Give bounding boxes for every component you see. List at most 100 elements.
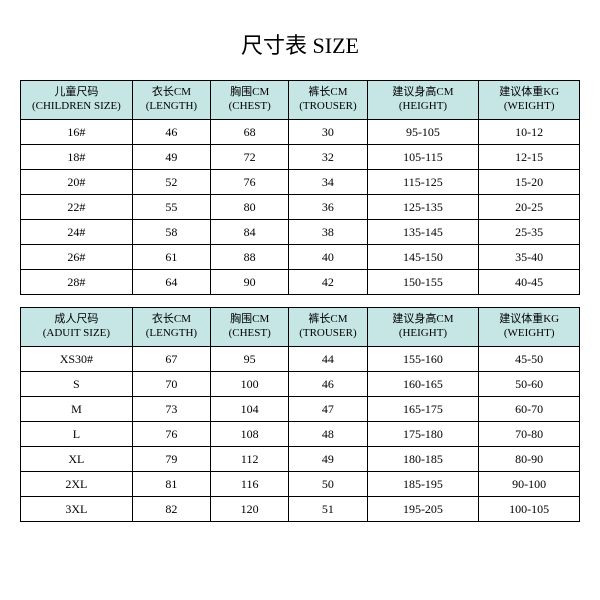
- col-length: 衣长CM(LENGTH): [132, 81, 210, 120]
- cell: 145-150: [367, 245, 479, 270]
- cell: 52: [132, 170, 210, 195]
- cell: 80: [211, 195, 289, 220]
- cell: 100-105: [479, 497, 580, 522]
- cell: 160-165: [367, 372, 479, 397]
- cell: 51: [289, 497, 367, 522]
- cell: 76: [211, 170, 289, 195]
- table-row: 2XL8111650185-19590-100: [21, 472, 580, 497]
- cell: 180-185: [367, 447, 479, 472]
- table-row: 20#527634115-12515-20: [21, 170, 580, 195]
- table-row: L7610848175-18070-80: [21, 422, 580, 447]
- cell: 68: [211, 120, 289, 145]
- cell: 155-160: [367, 347, 479, 372]
- cell: 50: [289, 472, 367, 497]
- table-row: XS30#679544155-16045-50: [21, 347, 580, 372]
- cell: 12-15: [479, 145, 580, 170]
- cell: 38: [289, 220, 367, 245]
- cell: 95-105: [367, 120, 479, 145]
- cell: 36: [289, 195, 367, 220]
- cell: 135-145: [367, 220, 479, 245]
- cell: 34: [289, 170, 367, 195]
- col-size: 成人尺码(ADUIT SIZE): [21, 308, 133, 347]
- col-height: 建议身高CM(HEIGHT): [367, 308, 479, 347]
- col-weight: 建议体重KG(WEIGHT): [479, 308, 580, 347]
- cell: 67: [132, 347, 210, 372]
- cell: 58: [132, 220, 210, 245]
- cell: 81: [132, 472, 210, 497]
- table-row: M7310447165-17560-70: [21, 397, 580, 422]
- cell: 120: [211, 497, 289, 522]
- cell: 26#: [21, 245, 133, 270]
- cell: 28#: [21, 270, 133, 295]
- table-row: 3XL8212051195-205100-105: [21, 497, 580, 522]
- cell: 195-205: [367, 497, 479, 522]
- cell: 61: [132, 245, 210, 270]
- cell: 48: [289, 422, 367, 447]
- cell: 60-70: [479, 397, 580, 422]
- cell: 116: [211, 472, 289, 497]
- cell: 32: [289, 145, 367, 170]
- cell: 40-45: [479, 270, 580, 295]
- table-row: 18#497232105-11512-15: [21, 145, 580, 170]
- cell: 40: [289, 245, 367, 270]
- cell: 70-80: [479, 422, 580, 447]
- cell: 20-25: [479, 195, 580, 220]
- cell: 16#: [21, 120, 133, 145]
- cell: 185-195: [367, 472, 479, 497]
- cell: S: [21, 372, 133, 397]
- cell: 100: [211, 372, 289, 397]
- col-trouser: 裤长CM(TROUSER): [289, 308, 367, 347]
- cell: 22#: [21, 195, 133, 220]
- table-header-row: 儿童尺码(CHILDREN SIZE) 衣长CM(LENGTH) 胸围CM(CH…: [21, 81, 580, 120]
- cell: 76: [132, 422, 210, 447]
- cell: 55: [132, 195, 210, 220]
- cell: 72: [211, 145, 289, 170]
- cell: M: [21, 397, 133, 422]
- table-row: 28#649042150-15540-45: [21, 270, 580, 295]
- cell: 165-175: [367, 397, 479, 422]
- cell: 175-180: [367, 422, 479, 447]
- cell: 49: [132, 145, 210, 170]
- table-row: XL7911249180-18580-90: [21, 447, 580, 472]
- cell: 90: [211, 270, 289, 295]
- cell: 64: [132, 270, 210, 295]
- col-chest: 胸围CM(CHEST): [211, 308, 289, 347]
- cell: 42: [289, 270, 367, 295]
- cell: XS30#: [21, 347, 133, 372]
- col-chest: 胸围CM(CHEST): [211, 81, 289, 120]
- cell: 73: [132, 397, 210, 422]
- cell: XL: [21, 447, 133, 472]
- cell: 125-135: [367, 195, 479, 220]
- page-title: 尺寸表 SIZE: [241, 28, 359, 60]
- cell: 90-100: [479, 472, 580, 497]
- cell: 46: [132, 120, 210, 145]
- cell: 25-35: [479, 220, 580, 245]
- adult-size-table: 成人尺码(ADUIT SIZE) 衣长CM(LENGTH) 胸围CM(CHEST…: [20, 307, 580, 522]
- cell: 24#: [21, 220, 133, 245]
- children-size-table: 儿童尺码(CHILDREN SIZE) 衣长CM(LENGTH) 胸围CM(CH…: [20, 80, 580, 295]
- cell: 112: [211, 447, 289, 472]
- cell: 104: [211, 397, 289, 422]
- cell: 15-20: [479, 170, 580, 195]
- cell: 50-60: [479, 372, 580, 397]
- cell: 105-115: [367, 145, 479, 170]
- table-row: S7010046160-16550-60: [21, 372, 580, 397]
- cell: 2XL: [21, 472, 133, 497]
- cell: 3XL: [21, 497, 133, 522]
- cell: 80-90: [479, 447, 580, 472]
- cell: 70: [132, 372, 210, 397]
- adult-tbody: XS30#679544155-16045-50S7010046160-16550…: [21, 347, 580, 522]
- col-trouser: 裤长CM(TROUSER): [289, 81, 367, 120]
- cell: L: [21, 422, 133, 447]
- table-row: 16#46683095-10510-12: [21, 120, 580, 145]
- col-height: 建议身高CM(HEIGHT): [367, 81, 479, 120]
- cell: 46: [289, 372, 367, 397]
- cell: 95: [211, 347, 289, 372]
- cell: 20#: [21, 170, 133, 195]
- col-size: 儿童尺码(CHILDREN SIZE): [21, 81, 133, 120]
- col-length: 衣长CM(LENGTH): [132, 308, 210, 347]
- tables-wrap: 儿童尺码(CHILDREN SIZE) 衣长CM(LENGTH) 胸围CM(CH…: [20, 80, 580, 522]
- col-weight: 建议体重KG(WEIGHT): [479, 81, 580, 120]
- cell: 44: [289, 347, 367, 372]
- table-row: 24#588438135-14525-35: [21, 220, 580, 245]
